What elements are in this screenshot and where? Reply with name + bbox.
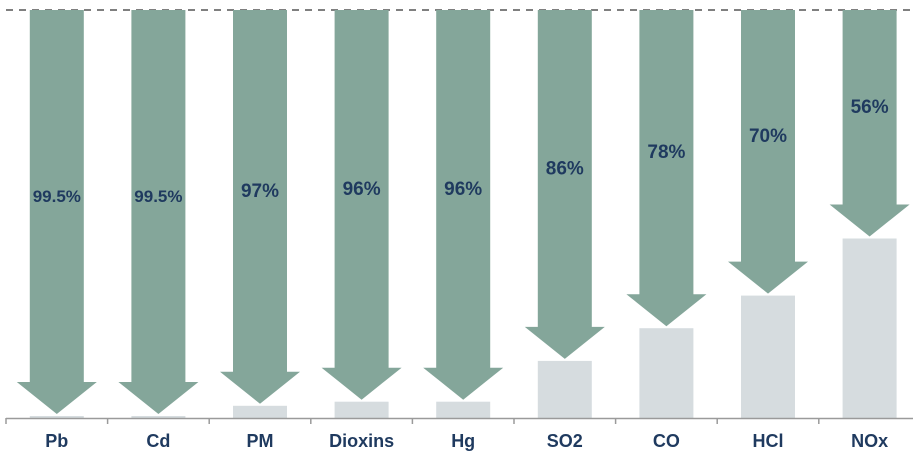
category-label-co: CO — [653, 431, 680, 451]
remaining-bar-pm — [233, 405, 287, 418]
remaining-bar-dioxins — [334, 401, 389, 418]
reduction-label-hg: 96% — [444, 179, 482, 200]
reduction-arrow-dioxins — [321, 10, 402, 400]
reduction-arrow-cd — [118, 10, 199, 414]
category-label-dioxins: Dioxins — [329, 431, 394, 451]
category-label-hg: Hg — [451, 431, 475, 451]
reduction-arrow-so2 — [524, 10, 605, 359]
reduction-arrow-co — [626, 10, 707, 327]
category-label-so2: SO2 — [547, 431, 583, 451]
reduction-label-pb: 99.5% — [33, 187, 81, 206]
reduction-arrow-hg — [423, 10, 504, 400]
reduction-label-dioxins: 96% — [343, 179, 381, 200]
category-label-cd: Cd — [146, 431, 170, 451]
reduction-arrow-hcl — [728, 10, 808, 294]
category-label-hcl: HCl — [753, 431, 784, 451]
reduction-label-pm: 97% — [241, 181, 279, 202]
remaining-bar-pb — [29, 416, 84, 418]
category-label-pb: Pb — [45, 431, 68, 451]
category-label-nox: NOx — [851, 431, 888, 451]
reduction-label-hcl: 70% — [749, 126, 787, 147]
remaining-bar-hcl — [741, 295, 795, 418]
reduction-arrow-pm — [220, 10, 300, 404]
reduction-label-co: 78% — [647, 142, 685, 163]
reduction-arrow-pb — [16, 10, 97, 414]
reduction-label-so2: 86% — [546, 158, 584, 179]
reduction-arrow-nox — [829, 10, 910, 237]
remaining-bar-so2 — [537, 360, 592, 418]
category-label-pm: PM — [247, 431, 274, 451]
remaining-bar-hg — [436, 401, 491, 418]
reduction-label-cd: 99.5% — [134, 187, 182, 206]
remaining-bar-nox — [842, 238, 897, 418]
reduction-label-nox: 56% — [851, 97, 889, 118]
remaining-bar-cd — [131, 416, 186, 418]
remaining-bar-co — [639, 328, 694, 418]
